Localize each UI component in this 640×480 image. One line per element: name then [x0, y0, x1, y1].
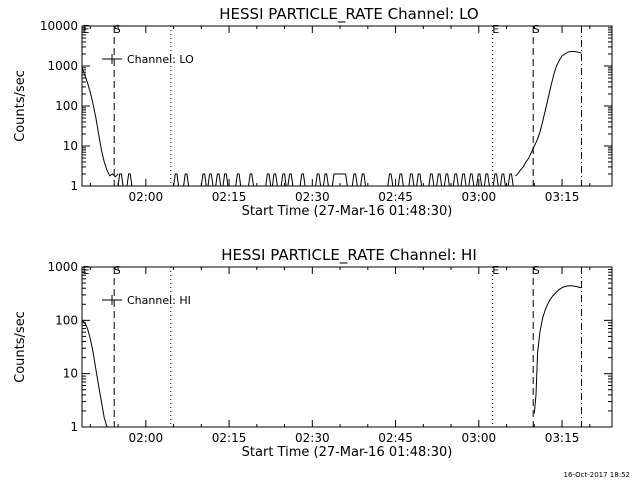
- data-series-segment: [507, 173, 514, 186]
- x-axis-label: Start Time (27-Mar-16 01:48:30): [242, 445, 453, 460]
- corner-label: E: [83, 264, 90, 277]
- data-series-segment: [483, 173, 490, 186]
- y-tick-label: 10: [63, 139, 78, 153]
- legend-label: Channel: HI: [127, 294, 191, 307]
- data-series-segment: [315, 173, 322, 186]
- corner-label: E: [83, 23, 90, 36]
- data-series-segment: [397, 173, 404, 186]
- data-series-segment: [265, 173, 272, 186]
- y-tick-label: 1000: [47, 59, 78, 73]
- y-tick-label: 100: [55, 99, 78, 113]
- x-tick-label: 03:00: [462, 190, 497, 204]
- chart-title: HESSI PARTICLE_RATE Channel: HI: [221, 246, 477, 265]
- data-series-segment: [468, 173, 475, 186]
- y-tick-label: 1000: [47, 260, 78, 274]
- y-axis-label: Counts/sec: [13, 311, 28, 383]
- marker-label: S: [114, 264, 121, 277]
- y-tick-label: 100: [55, 313, 78, 327]
- x-tick-label: 02:45: [378, 190, 413, 204]
- data-series-segment: [533, 285, 582, 414]
- y-tick-label: 10: [63, 367, 78, 381]
- x-tick-label: 03:15: [545, 431, 580, 445]
- data-series-segment: [408, 173, 415, 186]
- chart-panel-lo: HESSI PARTICLE_RATE Channel: LO 02:00 02:1…: [13, 5, 613, 219]
- data-series-segment: [207, 173, 214, 186]
- x-tick-label: 02:15: [212, 431, 247, 445]
- data-series-segment: [183, 173, 190, 186]
- data-series-segment: [452, 173, 459, 186]
- y-axis-label: Counts/sec: [13, 70, 28, 142]
- x-tick-label: 03:15: [545, 190, 580, 204]
- marker-label: S: [533, 23, 540, 36]
- data-series-segment: [492, 173, 499, 186]
- x-tick-label: 02:30: [295, 431, 330, 445]
- data-series-segment: [500, 173, 506, 186]
- x-tick-label: 02:45: [378, 431, 413, 445]
- chart-panel-hi: HESSI PARTICLE_RATE Channel: HI 02:00 02:1…: [13, 246, 613, 460]
- data-series-segment: [428, 173, 435, 186]
- legend-label: Channel: LO: [127, 53, 194, 66]
- data-series-segment: [360, 173, 367, 186]
- x-tick-label: 02:15: [212, 190, 247, 204]
- data-series-segment: [248, 173, 254, 186]
- data-series-segment: [82, 67, 119, 178]
- data-series-segment: [460, 173, 467, 186]
- plot-frame: [81, 266, 613, 428]
- y-tick-label: 10000: [40, 19, 78, 33]
- data-series-segment: [235, 173, 242, 186]
- data-series-segment: [416, 173, 423, 186]
- chart-title: HESSI PARTICLE_RATE Channel: LO: [219, 5, 478, 24]
- x-tick-label: 03:00: [462, 431, 497, 445]
- data-series-segment: [436, 173, 443, 186]
- data-series-segment: [117, 173, 124, 186]
- data-series-segment: [215, 173, 222, 186]
- footer-timestamp: 16-Oct-2017 18:52: [563, 471, 630, 479]
- x-axis-label: Start Time (27-Mar-16 01:48:30): [242, 204, 453, 219]
- x-tick-label: 02:00: [129, 190, 164, 204]
- y-tick-label: 1: [70, 179, 78, 193]
- x-tick-label: 02:30: [295, 190, 330, 204]
- data-series-segment: [287, 173, 294, 186]
- plot-frame: [81, 25, 613, 187]
- data-series-segment: [387, 173, 394, 186]
- data-series-segment: [351, 173, 358, 186]
- data-series-segment: [515, 51, 582, 177]
- marker-label: S: [114, 23, 121, 36]
- data-series-segment: [200, 173, 207, 186]
- data-series-segment: [173, 173, 180, 186]
- data-series-segment: [476, 173, 483, 186]
- data-series-segment: [222, 173, 229, 186]
- data-series-segment: [126, 173, 133, 186]
- data-series-segment: [299, 173, 306, 186]
- data-series-segment: [271, 173, 278, 186]
- x-tick-label: 02:00: [129, 431, 164, 445]
- marker-label: E: [492, 264, 499, 277]
- data-series-segment: [322, 173, 329, 186]
- data-series-segment: [331, 173, 348, 186]
- data-series-segment: [82, 319, 108, 427]
- marker-label: S: [533, 264, 540, 277]
- data-series-segment: [443, 173, 450, 186]
- y-tick-label: 1: [70, 420, 78, 434]
- data-series-segment: [280, 173, 287, 186]
- marker-label: E: [492, 23, 499, 36]
